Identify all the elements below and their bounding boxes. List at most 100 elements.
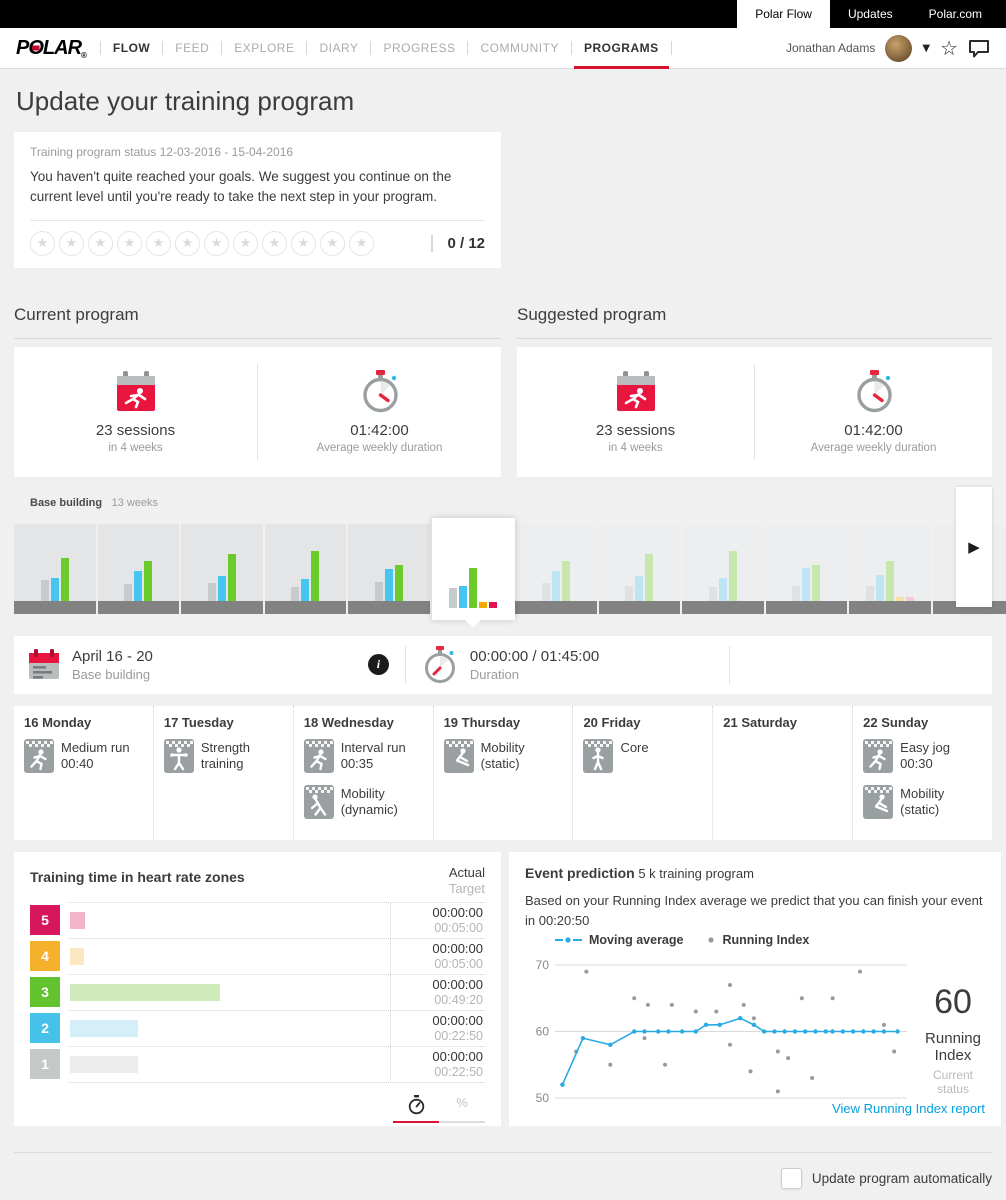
timeline-week-9[interactable]: [682, 523, 766, 614]
sessions-sub: in 4 weeks: [608, 442, 663, 454]
timeline-week-1[interactable]: [14, 523, 98, 614]
topbar-tab-updates[interactable]: Updates: [847, 7, 893, 21]
running-index-label: Running Index: [925, 1029, 981, 1064]
star-badge-icon: ★: [320, 230, 345, 256]
day-20-friday: 20 Friday Core: [573, 705, 714, 840]
running-icon: [863, 738, 894, 778]
play-right-icon: ▶: [968, 537, 980, 556]
hr-zone-1-row: 1 00:00:00 00:22:50: [30, 1045, 485, 1082]
zone-times: 00:00:00 00:22:50: [390, 1010, 485, 1046]
week-bars: [865, 560, 914, 601]
week-bars: [207, 553, 236, 601]
timeline-week-5[interactable]: [348, 523, 432, 614]
zone-actual-time: 00:00:00: [432, 1048, 483, 1064]
event-prediction-body: Based on your Running Index average we p…: [525, 892, 983, 928]
timeline-week-7[interactable]: [515, 523, 599, 614]
feedback-bubble-icon[interactable]: [968, 39, 990, 58]
day-header: 21 Saturday: [723, 714, 797, 730]
avatar[interactable]: [885, 34, 913, 62]
hr-zone-3-row: 3 00:00:00 00:49:20: [30, 973, 485, 1010]
workout-strength-training[interactable]: Strength training: [163, 738, 285, 778]
zone-times: 00:00:00 00:49:20: [390, 974, 485, 1010]
zone-times: 00:00:00 00:22:50: [390, 1046, 485, 1082]
zone-line: 00:00:00 00:49:20: [68, 973, 485, 1010]
timeline-week-3[interactable]: [181, 523, 265, 614]
hr-zone-5-row: 5 00:00:00 00:05:00: [30, 901, 485, 938]
workout-medium-run[interactable]: Medium run 00:40: [24, 738, 145, 778]
polar-logo[interactable]: POLAR®: [16, 36, 87, 60]
calendar-run-icon: [613, 369, 659, 415]
zone-bar-track: [68, 1011, 390, 1046]
percent-toggle-button[interactable]: %: [439, 1095, 485, 1123]
actual-column-header: Actual: [448, 864, 485, 880]
zone-target-bar: [70, 947, 84, 965]
week-bars: [40, 557, 69, 601]
workout-texts: Mobility (dynamic): [341, 785, 425, 824]
suggested-program-title: Suggested program: [517, 305, 992, 339]
week-bars: [541, 560, 570, 601]
nav-item-community[interactable]: COMMUNITY: [480, 40, 559, 55]
day-header: 16 Monday: [24, 714, 92, 730]
week-detail-bar: April 16 - 20 Base building i 00:00:00 /…: [14, 635, 992, 694]
suggested-program-section: Suggested program 23 sessions in 4 weeks 01…: [517, 305, 992, 477]
workout-easy-jog[interactable]: Easy jog 00:30: [863, 738, 984, 778]
zone-times: 00:00:00 00:05:00: [390, 902, 485, 938]
nav-item-flow[interactable]: FLOW: [112, 40, 151, 55]
checkbox-label[interactable]: Update program automatically: [811, 1170, 992, 1186]
duration-stat: 01:42:00 Average weekly duration: [258, 369, 501, 454]
workout-mobility-static[interactable]: Mobility (static): [443, 738, 565, 778]
timeline-week-4[interactable]: [264, 523, 348, 614]
phase-name: Base building: [30, 496, 103, 509]
timeline-week-10[interactable]: [765, 523, 849, 614]
zone-line: 00:00:00 00:22:50: [68, 1009, 485, 1046]
svg-text:60: 60: [536, 1024, 550, 1038]
sessions-sub: in 4 weeks: [108, 442, 163, 454]
nav-item-feed[interactable]: FEED: [175, 40, 210, 55]
timeline-week-2[interactable]: [97, 523, 181, 614]
timeline-week-8[interactable]: [598, 523, 682, 614]
nav-item-progress[interactable]: PROGRESS: [383, 40, 456, 55]
time-toggle-button[interactable]: [393, 1094, 439, 1123]
running-index-value: 60: [934, 982, 972, 1021]
nav-item-diary[interactable]: DIARY: [319, 40, 359, 55]
timeline-next-button[interactable]: ▶: [956, 486, 992, 607]
zone-target-time: 00:05:00: [434, 956, 483, 971]
user-name[interactable]: Jonathan Adams: [785, 41, 876, 55]
zone-actual-time: 00:00:00: [432, 1012, 483, 1028]
programs-row: Current program 23 sessions in 4 weeks 01:4…: [14, 305, 992, 477]
week-bars: [625, 553, 654, 601]
mobility-static-icon: [863, 784, 894, 824]
week-phase: Base building: [72, 666, 151, 682]
workout-mobility-static[interactable]: Mobility (static): [863, 784, 984, 824]
workout-core[interactable]: Core: [583, 738, 704, 778]
view-running-index-report-link[interactable]: View Running Index report: [832, 1100, 985, 1116]
workout-interval-run[interactable]: Interval run 00:35: [303, 738, 425, 778]
timeline-week-6-selected[interactable]: [431, 517, 515, 628]
day-21-saturday: 21 Saturday: [713, 705, 854, 840]
week-days-row: 16 Monday Medium run 00:40 17 Tuesday Streng…: [14, 705, 992, 840]
mobility-static-icon: [443, 738, 474, 778]
svg-text:70: 70: [536, 958, 550, 972]
update-automatically-checkbox[interactable]: [780, 1167, 802, 1189]
topbar-tab-polar-flow[interactable]: Polar Flow: [737, 0, 830, 28]
calendar-list-icon: [28, 649, 60, 680]
workout-texts: Mobility (static): [481, 739, 565, 778]
timeline-week-11[interactable]: [849, 523, 933, 614]
topbar-tab-polar-com[interactable]: Polar.com: [928, 7, 982, 21]
info-icon[interactable]: i: [367, 654, 389, 675]
current-program-section: Current program 23 sessions in 4 weeks 01:4…: [14, 305, 501, 477]
favorites-star-icon[interactable]: ☆: [940, 36, 958, 60]
workout-mobility-dynamic[interactable]: Mobility (dynamic): [303, 784, 425, 824]
nav-item-programs[interactable]: PROGRAMS: [573, 28, 669, 69]
nav-item-explore[interactable]: EXPLORE: [234, 40, 295, 55]
chart-legend: Moving average Running Index: [555, 933, 985, 947]
nav-divider: [306, 41, 308, 55]
nav-divider: [162, 41, 164, 55]
weekly-duration: 01:42:00: [350, 422, 409, 439]
page-title: Update your training program: [16, 86, 355, 116]
week-bars: [792, 564, 821, 601]
chevron-down-icon[interactable]: ▼: [922, 42, 931, 54]
nav-divider: [467, 41, 469, 55]
zone-target-bar: [70, 1019, 138, 1037]
